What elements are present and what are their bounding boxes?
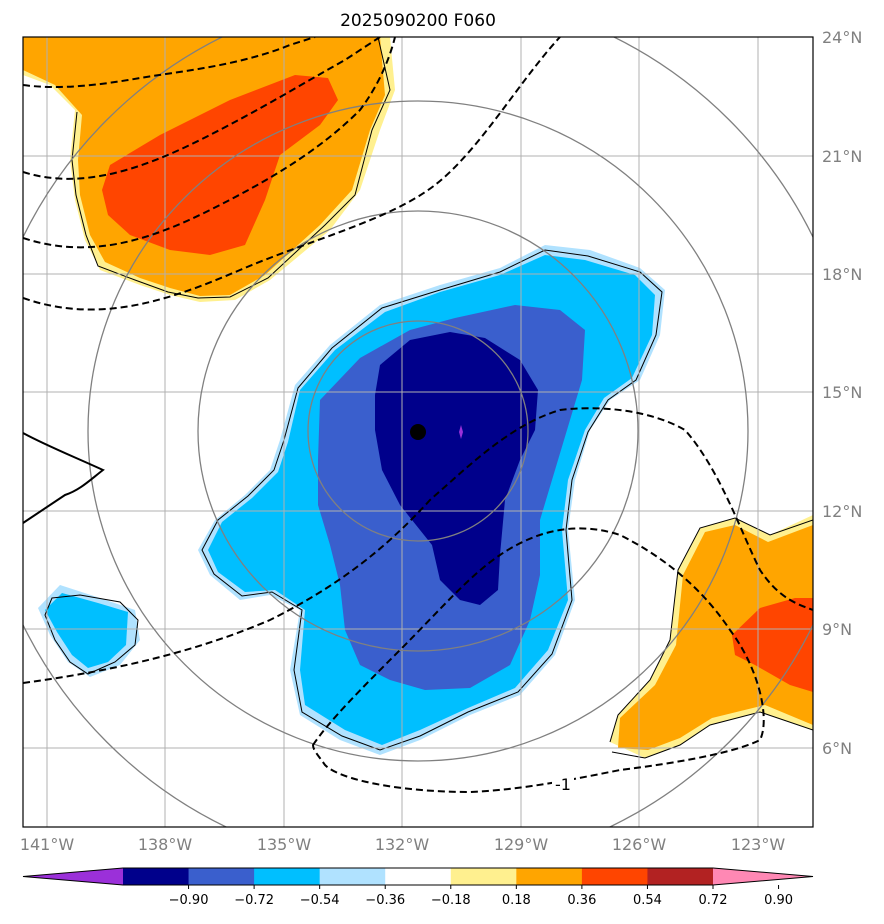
lat-label: 15°N: [822, 383, 862, 402]
colorbar-tick-label: −0.72: [234, 893, 274, 908]
colorbar-tick-label: −0.54: [300, 893, 340, 908]
dashed-contours: [23, 37, 813, 794]
lat-label: 6°N: [822, 739, 852, 758]
map-frame: [22, 36, 814, 828]
lat-label: 24°N: [822, 28, 862, 47]
lon-label: 135°W: [257, 835, 312, 854]
small-magenta-feature: [459, 425, 463, 439]
lat-labels: 24°N 21°N 18°N 15°N 12°N 9°N 6°N: [822, 28, 862, 758]
lon-label: 141°W: [20, 835, 75, 854]
colorbar-box: [581, 868, 648, 885]
colorbar-extend-low: [23, 868, 123, 885]
range-rings: [23, 37, 813, 827]
colorbar-tick-label: 0.18: [502, 893, 531, 908]
colorbar-extend-high: [713, 868, 813, 885]
positive-anomaly-northwest: [23, 37, 395, 302]
lat-label: 21°N: [822, 147, 862, 166]
colorbar-tick-label: 0.36: [567, 893, 596, 908]
lon-label: 129°W: [494, 835, 549, 854]
colorbar-tick-label: −0.18: [431, 893, 471, 908]
map-title: 2025090200 F060: [340, 11, 496, 31]
lon-label: 132°W: [375, 835, 430, 854]
colorbar-tick-label: 0.90: [764, 893, 793, 908]
colorbar-box: [647, 868, 714, 885]
storm-center-marker: [410, 424, 426, 440]
colorbar-tick-label: 0.54: [633, 893, 662, 908]
colorbar-box: [123, 868, 190, 885]
lon-label: 138°W: [138, 835, 193, 854]
colorbar-tick-label: −0.90: [169, 893, 209, 908]
colorbar-box: [188, 868, 255, 885]
colorbar: −0.90 −0.72 −0.54 −0.36 −0.18 0.18 0.36 0.54 0.7…: [22, 867, 814, 908]
colorbar-box: [254, 868, 321, 885]
colorbar-tick-label: −0.36: [365, 893, 405, 908]
negative-anomaly-southwest: [38, 585, 140, 677]
colorbar-outline: [22, 867, 814, 886]
lon-labels: 141°W 138°W 135°W 132°W 129°W 126°W 123°…: [20, 835, 786, 854]
coastline: [23, 432, 105, 524]
positive-anomaly-southeast: [609, 515, 813, 759]
colorbar-box: [319, 868, 386, 885]
colorbar-tick-label: 0.72: [699, 893, 728, 908]
colorbar-box: [516, 868, 583, 885]
contour-label: -1: [555, 775, 571, 794]
lat-label: 18°N: [822, 265, 862, 284]
map-area: -1: [23, 37, 813, 827]
lon-label: 126°W: [612, 835, 667, 854]
lon-label: 123°W: [731, 835, 786, 854]
colorbar-box: [385, 868, 452, 885]
colorbar-box: [450, 868, 517, 885]
negative-anomaly-central: [198, 245, 665, 755]
lat-label: 9°N: [822, 620, 852, 639]
lat-label: 12°N: [822, 502, 862, 521]
